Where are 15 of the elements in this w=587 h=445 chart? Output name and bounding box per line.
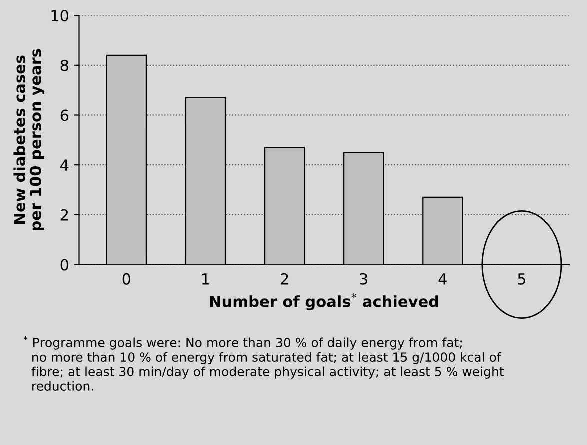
y-tick-label: 8 [60,60,68,72]
y-tick-label: 2 [60,209,68,221]
x-tick-label: 5 [518,274,526,285]
x-tick-label: 4 [438,274,447,285]
x-axis-title: Number of goals$^{*}$ achieved [210,293,438,311]
y-axis-title: New diabetes cases per 100 person years [14,49,45,231]
y-tick-label: 10 [52,10,69,22]
y-tick-label: 0 [60,259,69,271]
y-tick-label: 4 [60,160,69,171]
text: $^{*}$ Programme goals were: No more than 30 % of daily energy from fat; no more than 10 % of energy from saturated fat; at least 15 g/1000 kcal of fibre; at least 30 min/day of moderate physical activity; at least 5 % weight reduction. [24,336,504,391]
x-tick-label: 3 [360,273,368,285]
y-tick-label: 6 [60,110,69,122]
x-tick-label: 0 [122,273,131,285]
x-tick-label: 2 [281,273,288,285]
x-tick-label: 1 [202,274,210,285]
